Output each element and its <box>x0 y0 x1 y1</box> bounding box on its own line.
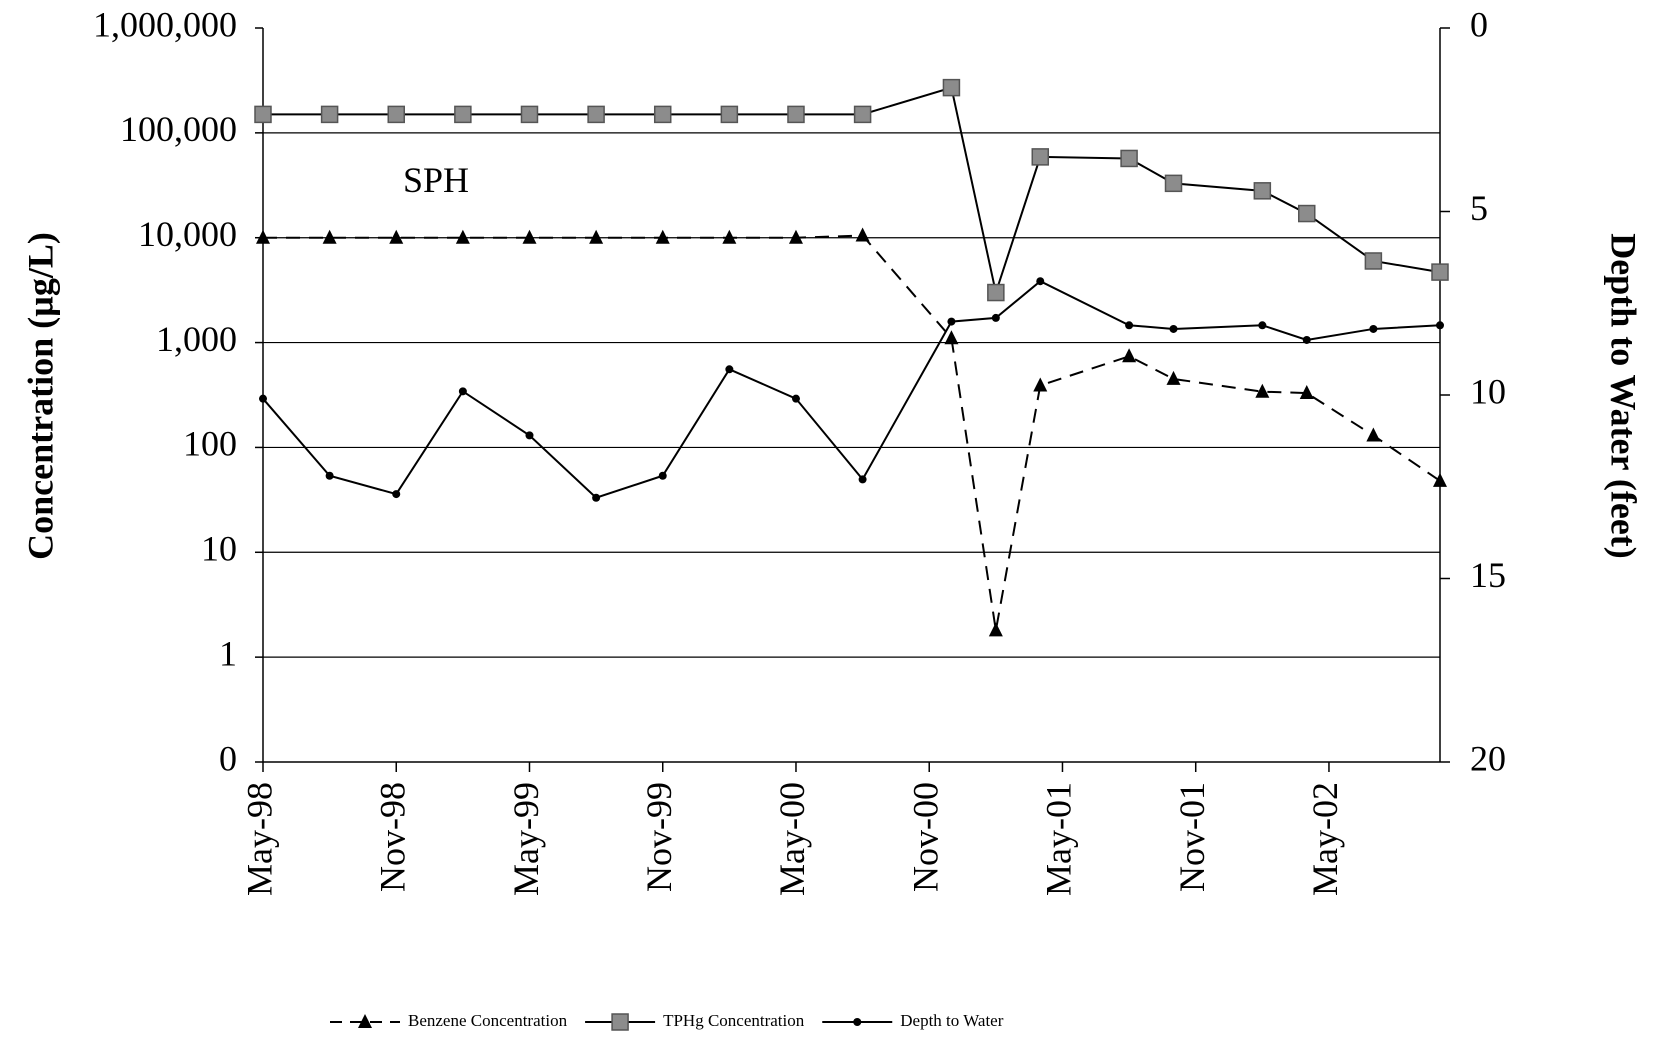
data-point <box>1298 204 1316 223</box>
x-tick-label: Nov-00 <box>905 782 945 892</box>
data-point <box>1369 324 1378 333</box>
data-point <box>1433 472 1447 487</box>
data-point <box>520 105 539 124</box>
data-point <box>853 105 872 124</box>
data-point <box>387 105 405 124</box>
data-point <box>1169 324 1178 333</box>
data-point <box>587 105 605 124</box>
x-tick-label: May-98 <box>239 782 279 896</box>
legend-marker <box>853 1018 862 1026</box>
y-tick-label: 0 <box>219 738 237 778</box>
y2-axis-label: Depth to Water (feet) <box>1604 233 1644 559</box>
data-point <box>855 227 870 242</box>
data-point <box>525 431 534 440</box>
data-point <box>1255 383 1270 398</box>
data-point <box>991 313 1000 322</box>
data-point <box>1125 321 1134 330</box>
data-point <box>858 475 867 484</box>
data-point <box>454 105 472 124</box>
legend-item: TPHg Concentration <box>585 1011 805 1031</box>
data-point <box>325 471 334 480</box>
data-point <box>1036 277 1045 286</box>
legend-item: Benzene Concentration <box>330 1011 568 1030</box>
y-tick-label: 100,000 <box>120 109 237 149</box>
data-point <box>1364 252 1383 270</box>
data-point <box>720 105 739 124</box>
series-line <box>263 234 1441 631</box>
data-point <box>1299 385 1314 400</box>
data-point <box>256 229 270 244</box>
data-point <box>1436 321 1444 330</box>
data-point <box>1120 149 1138 168</box>
x-tick-label: May-99 <box>506 782 546 896</box>
data-point <box>655 229 670 244</box>
y-tick-label: 1 <box>219 633 237 673</box>
data-point <box>653 105 672 124</box>
data-point <box>522 229 537 244</box>
data-point <box>1302 335 1311 344</box>
data-point <box>1166 370 1181 385</box>
data-point <box>389 229 404 244</box>
data-point <box>788 229 803 244</box>
data-point <box>1033 377 1048 392</box>
data-point <box>987 283 1005 302</box>
y-tick-label: 100 <box>183 424 237 464</box>
legend-marker <box>611 1013 629 1031</box>
data-point <box>1164 174 1183 193</box>
data-point <box>1366 427 1381 442</box>
data-point <box>725 365 734 374</box>
data-point <box>589 229 604 244</box>
data-point <box>392 490 401 499</box>
data-point <box>1122 348 1137 363</box>
y2-tick-label: 0 <box>1470 4 1488 44</box>
data-point <box>791 394 800 403</box>
data-point <box>988 622 1003 637</box>
data-point <box>1031 148 1050 166</box>
data-point <box>722 229 737 244</box>
y-tick-label: 10 <box>201 529 237 569</box>
x-tick-label: May-00 <box>772 782 812 896</box>
legend-label: Benzene Concentration <box>408 1011 568 1030</box>
data-point <box>259 394 267 403</box>
y2-tick-label: 20 <box>1470 738 1506 778</box>
y2-tick-label: 15 <box>1470 555 1506 595</box>
legend-marker <box>358 1014 372 1028</box>
data-point <box>944 330 959 345</box>
y-tick-label: 10,000 <box>138 214 237 254</box>
x-tick-label: Nov-98 <box>373 782 413 892</box>
x-tick-label: May-02 <box>1305 782 1345 896</box>
x-tick-label: May-01 <box>1039 782 1079 896</box>
data-point <box>458 387 467 396</box>
data-point <box>455 229 470 244</box>
data-point <box>254 105 272 124</box>
y2-tick-label: 10 <box>1470 371 1506 411</box>
legend-label: TPHg Concentration <box>663 1011 805 1030</box>
y-axis-label: Concentration (µg/L) <box>20 232 60 560</box>
y-tick-label: 1,000 <box>156 319 237 359</box>
y-tick-label: 1,000,000 <box>93 4 237 44</box>
data-point <box>1253 182 1272 200</box>
data-point <box>787 105 805 124</box>
data-point <box>942 78 961 97</box>
y2-tick-label: 5 <box>1470 188 1488 228</box>
legend-label: Depth to Water <box>900 1011 1003 1030</box>
data-point <box>320 105 339 124</box>
data-point <box>658 471 667 480</box>
legend-item: Depth to Water <box>822 1011 1004 1030</box>
x-tick-label: Nov-99 <box>639 782 679 892</box>
data-point <box>947 317 956 326</box>
data-point <box>322 229 337 244</box>
data-point <box>1258 321 1267 330</box>
x-tick-label: Nov-01 <box>1172 782 1212 892</box>
annotation: SPH <box>403 160 469 200</box>
data-point <box>1431 263 1449 281</box>
data-point <box>592 493 601 502</box>
